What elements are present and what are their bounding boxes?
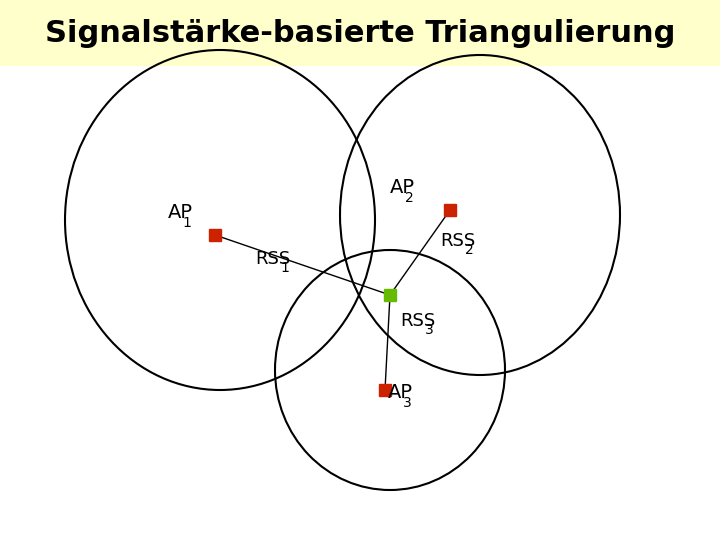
Text: 3: 3 [402, 396, 411, 410]
Text: 1: 1 [280, 261, 289, 275]
Text: 3: 3 [426, 323, 434, 337]
Text: 2: 2 [405, 191, 413, 205]
Text: RSS: RSS [440, 232, 475, 250]
Text: 1: 1 [183, 215, 192, 230]
Text: RSS: RSS [400, 312, 436, 330]
Text: AP: AP [390, 178, 415, 197]
Text: RSS: RSS [255, 250, 290, 268]
Text: AP: AP [388, 383, 413, 402]
FancyBboxPatch shape [0, 0, 720, 65]
Text: 2: 2 [465, 243, 474, 257]
Text: Signalstärke-basierte Triangulierung: Signalstärke-basierte Triangulierung [45, 18, 675, 48]
Text: AP: AP [168, 203, 193, 222]
